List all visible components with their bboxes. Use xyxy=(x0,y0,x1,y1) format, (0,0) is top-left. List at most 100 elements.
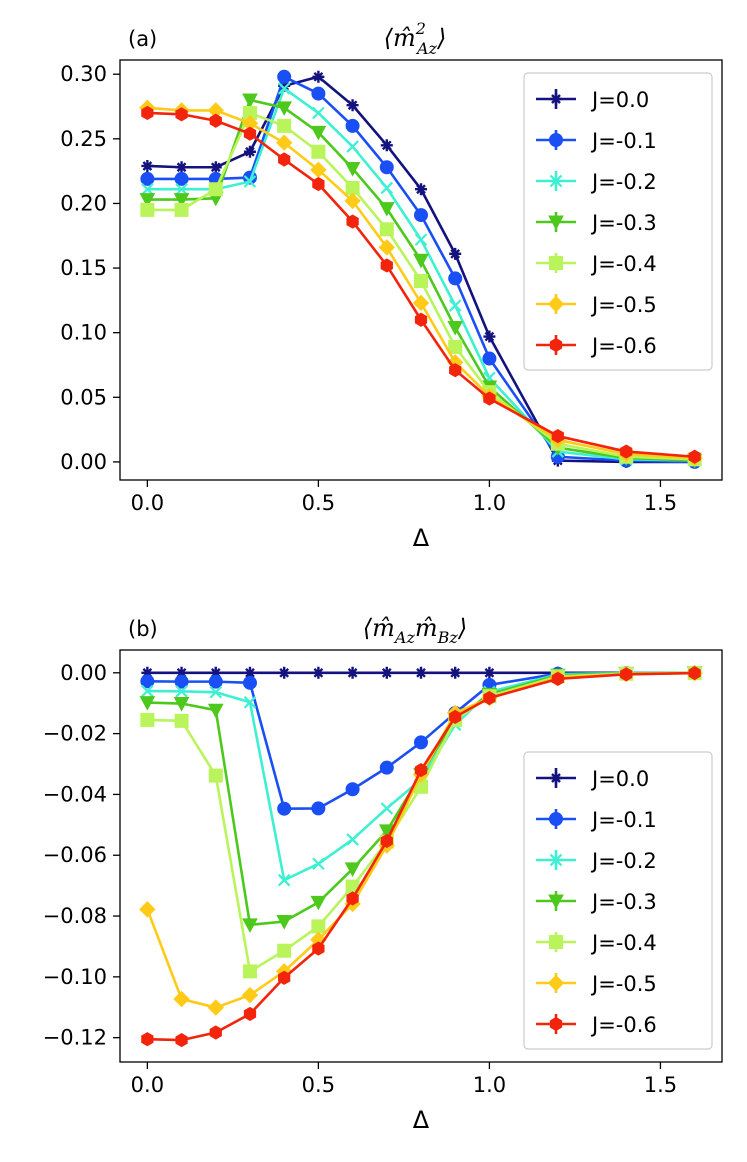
data-point xyxy=(174,171,189,186)
data-point xyxy=(175,685,188,698)
data-point xyxy=(346,891,359,906)
y-tick-label: 0.05 xyxy=(60,385,107,409)
legend-label: J=-0.6 xyxy=(590,334,657,358)
data-point xyxy=(415,666,427,679)
legend: J=0.0 J=-0.1 J=-0.2 J=-0.3 J=-0.4 J=-0.5 J=-0.… xyxy=(523,72,713,371)
data-point xyxy=(379,160,394,175)
legend-marker xyxy=(548,215,564,231)
title-part: m̂ xyxy=(415,614,438,642)
data-point xyxy=(277,118,292,133)
data-point xyxy=(242,93,258,109)
data-point xyxy=(175,666,188,679)
data-point xyxy=(346,140,359,153)
legend-marker xyxy=(549,1016,563,1032)
legend-marker xyxy=(549,133,563,147)
data-point xyxy=(414,273,428,288)
chart-title: ⟨m̂2 Az⟩ xyxy=(384,19,447,58)
legend-marker xyxy=(547,974,565,992)
data-point xyxy=(380,666,393,679)
data-point xyxy=(243,1006,257,1022)
legend-entry: J=-0.3 xyxy=(536,890,657,914)
legend-label: J=-0.4 xyxy=(590,252,657,276)
legend-label: J=-0.5 xyxy=(590,293,657,317)
data-point xyxy=(414,763,428,778)
title-part: ⟩ xyxy=(457,614,467,642)
data-point xyxy=(483,330,496,343)
data-point xyxy=(174,674,189,689)
legend-label: J=-0.2 xyxy=(590,849,657,873)
data-point xyxy=(311,144,326,159)
data-point xyxy=(276,101,293,116)
data-point xyxy=(311,919,326,934)
data-point xyxy=(277,69,292,84)
data-point xyxy=(551,428,564,444)
data-point xyxy=(278,79,291,92)
series-J=-0.6 xyxy=(141,666,701,1048)
x-tick-label: 0.5 xyxy=(302,491,335,515)
x-tick-label: 1.0 xyxy=(473,1073,506,1097)
legend-label: J=0.0 xyxy=(590,767,649,791)
title-part: Az xyxy=(415,39,438,58)
data-point xyxy=(312,857,325,871)
legend-marker xyxy=(549,853,563,867)
x-axis-label: Δ xyxy=(413,1106,430,1134)
data-point xyxy=(243,666,256,679)
data-point xyxy=(482,351,497,366)
data-point xyxy=(241,986,259,1004)
legend-entry: J=0.0 xyxy=(536,767,649,791)
data-point xyxy=(173,697,190,712)
legend-marker xyxy=(550,93,562,105)
data-point xyxy=(242,675,257,690)
data-point xyxy=(174,202,189,217)
y-tick-label: −0.02 xyxy=(43,722,107,746)
data-point xyxy=(447,321,464,336)
data-point xyxy=(175,182,188,196)
data-point xyxy=(380,258,393,273)
data-point xyxy=(174,713,189,728)
panel-a: 0.0 0.5 1.0 1.5 0.00 0.05 0.10 0.15 0.20 0.25 0.30… xyxy=(60,19,723,552)
data-point xyxy=(346,99,359,112)
y-tick-label: −0.04 xyxy=(43,782,107,806)
legend-label: J=-0.2 xyxy=(590,170,657,194)
data-point xyxy=(312,70,325,83)
data-point xyxy=(243,696,257,709)
data-point xyxy=(277,801,292,816)
data-point xyxy=(209,685,223,699)
data-point xyxy=(208,768,223,783)
title-part: ⟨m̂ xyxy=(384,24,416,52)
data-point xyxy=(312,106,325,120)
panel-b: 0.0 0.5 1.0 1.5 0.00 −0.02 −0.04 −0.06 −0.08 −0.1… xyxy=(43,614,723,1134)
data-point xyxy=(345,180,360,195)
data-point xyxy=(278,666,291,679)
data-point xyxy=(379,760,394,775)
data-point xyxy=(415,183,427,196)
data-point xyxy=(141,182,154,196)
legend-label: J=-0.1 xyxy=(590,129,657,153)
data-point xyxy=(175,107,188,122)
data-point xyxy=(243,126,257,141)
data-point xyxy=(449,363,462,378)
data-point xyxy=(140,171,155,186)
data-point xyxy=(312,941,325,956)
data-point xyxy=(413,253,429,269)
data-point xyxy=(412,294,430,312)
data-point xyxy=(380,139,393,152)
data-point xyxy=(551,671,564,686)
series-line xyxy=(147,98,695,462)
axes-frame xyxy=(119,59,723,481)
y-tick-label: 0.30 xyxy=(60,62,107,86)
data-point xyxy=(345,118,360,133)
x-tick-label: 1.0 xyxy=(473,491,506,515)
data-point xyxy=(139,696,156,711)
legend-box xyxy=(523,72,713,371)
data-point xyxy=(141,1032,154,1047)
data-point xyxy=(275,134,293,151)
y-tick-label: −0.12 xyxy=(43,1026,107,1050)
data-point xyxy=(346,833,359,846)
data-point xyxy=(207,703,224,719)
data-point xyxy=(242,918,258,933)
data-point xyxy=(278,970,291,985)
y-tick-label: 0.10 xyxy=(60,321,107,345)
legend-marker xyxy=(549,256,563,270)
